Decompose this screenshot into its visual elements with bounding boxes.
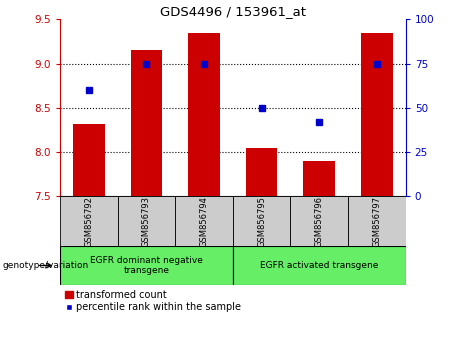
- Bar: [175, 196, 233, 246]
- Bar: [60, 196, 118, 246]
- Text: GSM856792: GSM856792: [84, 196, 93, 247]
- Bar: [73, 124, 105, 196]
- Bar: [233, 196, 290, 246]
- Text: EGFR activated transgene: EGFR activated transgene: [260, 261, 378, 270]
- Bar: [303, 161, 335, 196]
- Text: GSM856796: GSM856796: [315, 196, 324, 247]
- Legend: transformed count, percentile rank within the sample: transformed count, percentile rank withi…: [65, 290, 242, 312]
- Text: GSM856793: GSM856793: [142, 196, 151, 247]
- Title: GDS4496 / 153961_at: GDS4496 / 153961_at: [160, 5, 306, 18]
- Text: GSM856797: GSM856797: [372, 196, 381, 247]
- Text: GSM856794: GSM856794: [200, 196, 208, 247]
- Bar: [188, 33, 220, 196]
- Bar: [361, 33, 393, 196]
- Bar: [246, 148, 278, 196]
- Bar: [348, 196, 406, 246]
- Bar: [233, 246, 406, 285]
- Text: EGFR dominant negative
transgene: EGFR dominant negative transgene: [90, 256, 203, 275]
- Bar: [130, 50, 162, 196]
- Bar: [290, 196, 348, 246]
- Bar: [118, 196, 175, 246]
- Text: GSM856795: GSM856795: [257, 196, 266, 247]
- Bar: [60, 246, 233, 285]
- Text: genotype/variation: genotype/variation: [2, 261, 89, 270]
